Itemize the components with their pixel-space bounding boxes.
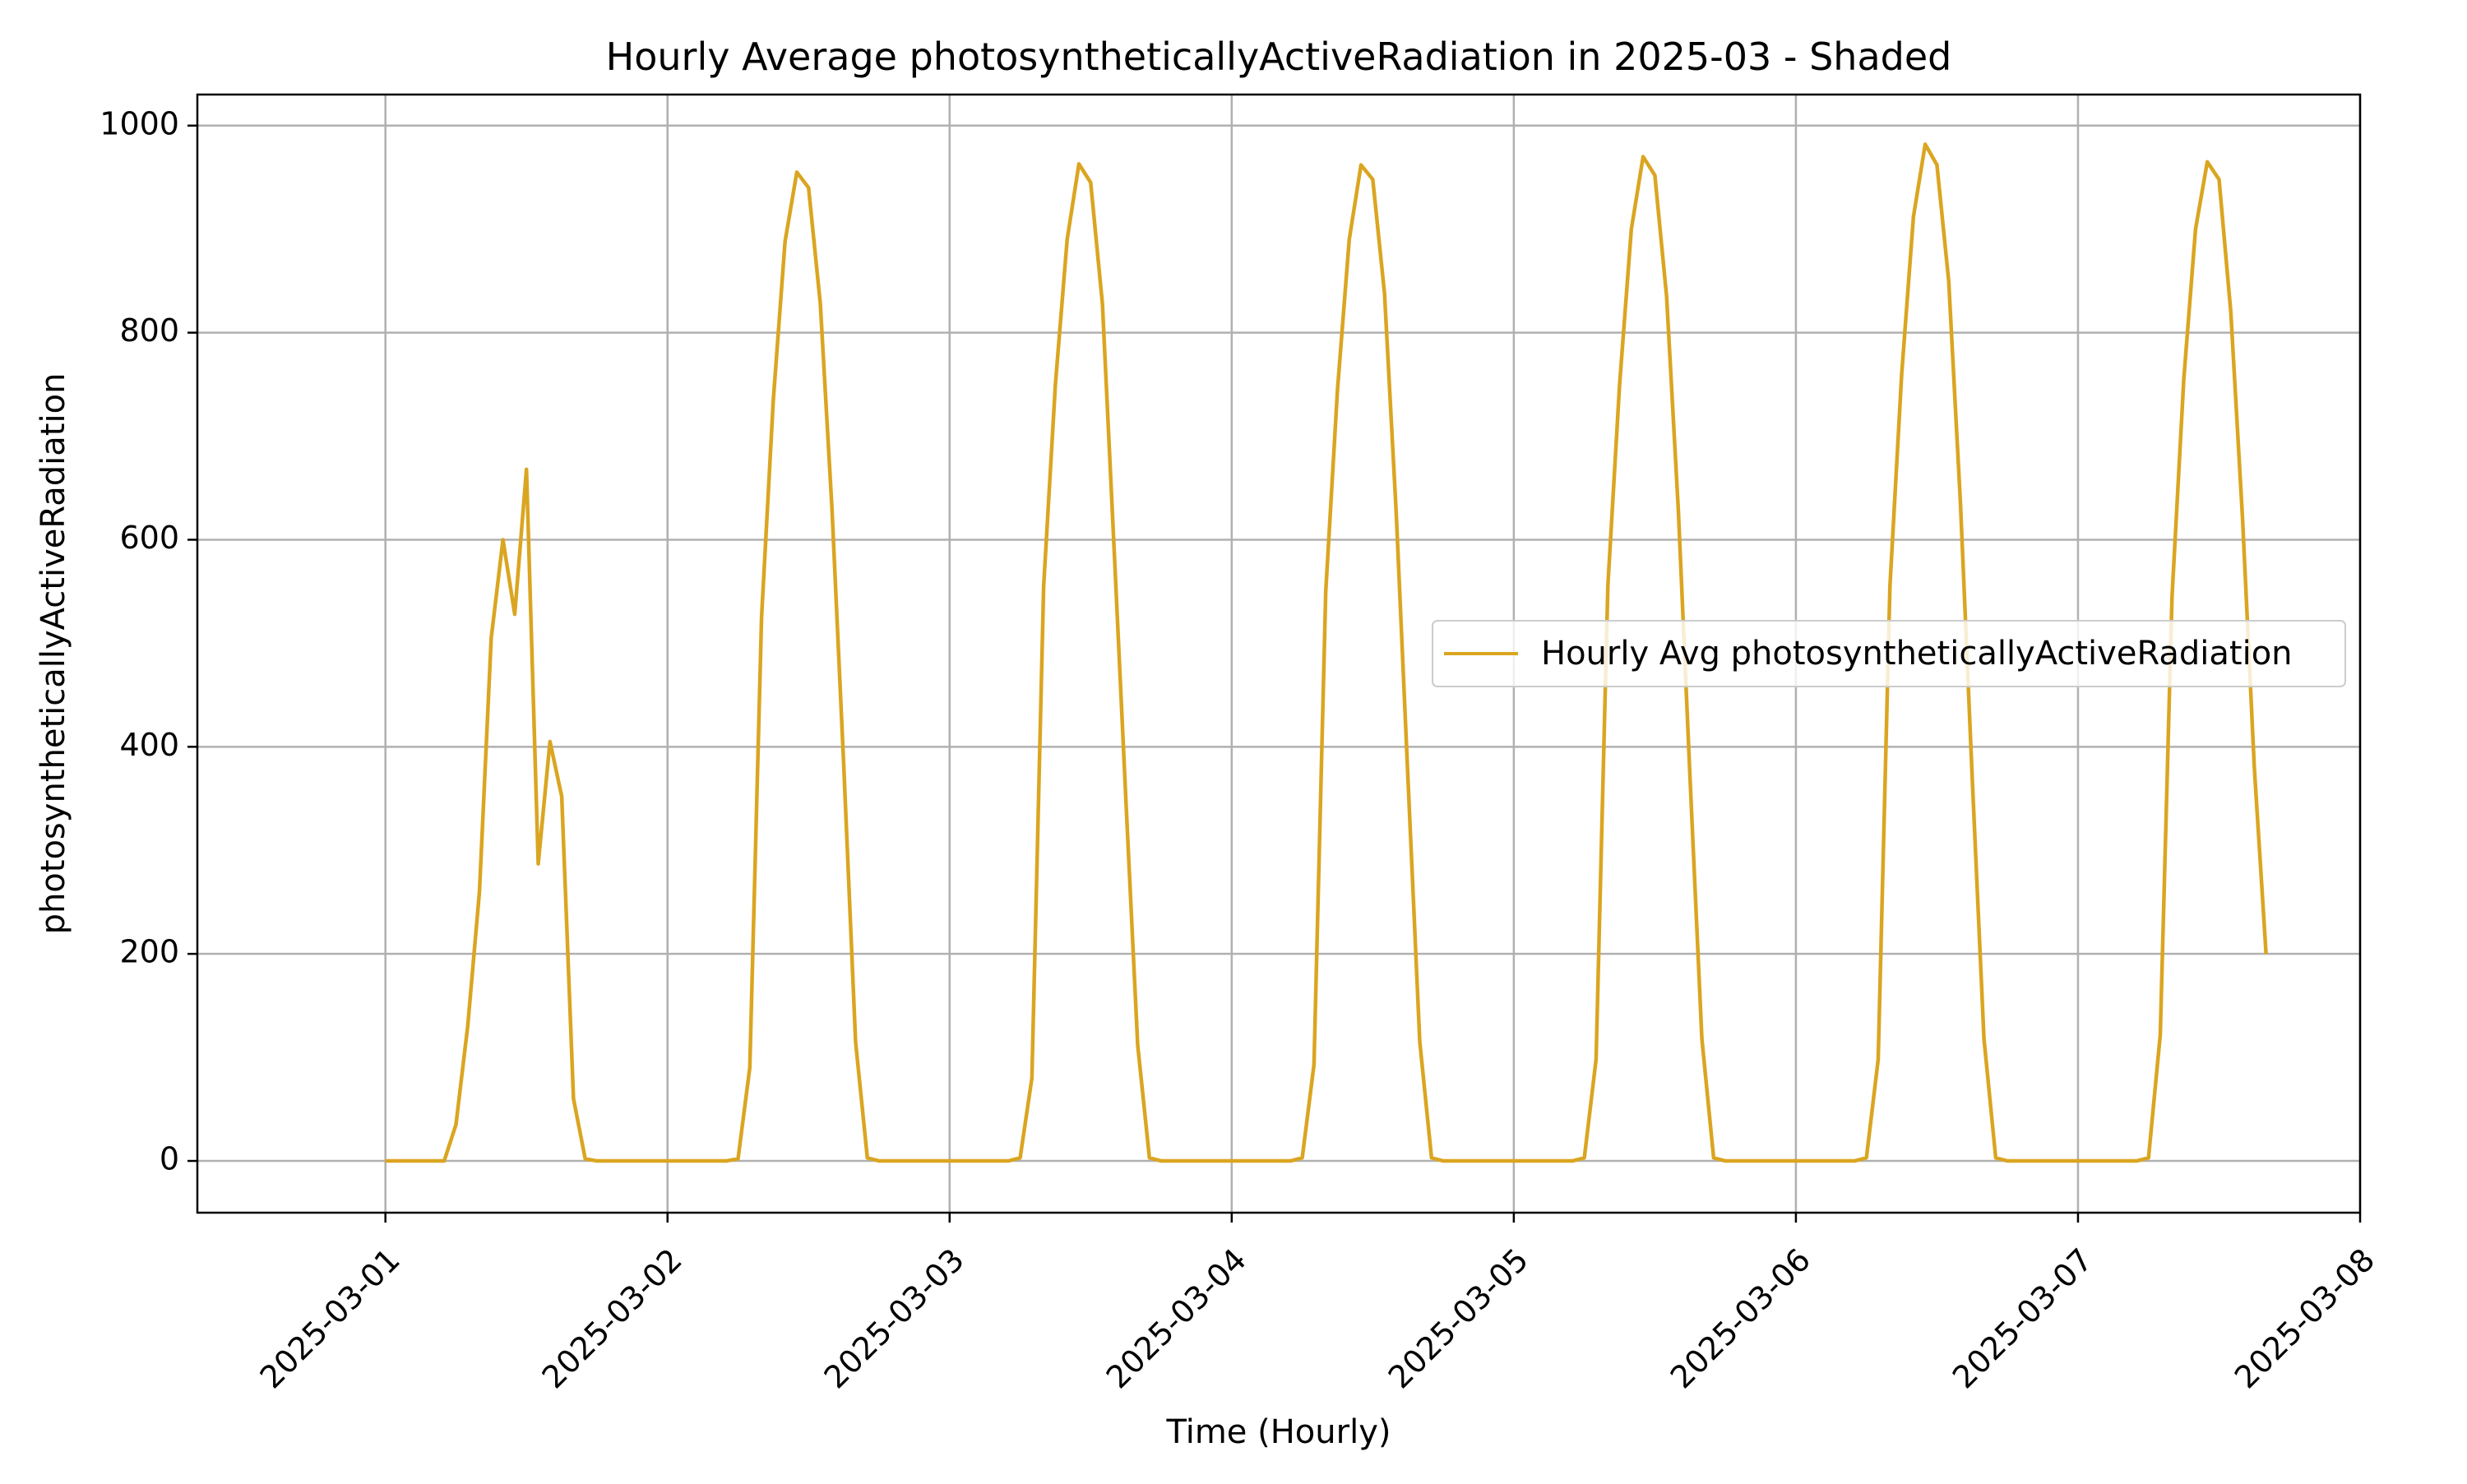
y-tick-label: 1000 — [100, 105, 179, 141]
y-axis-label: photosyntheticallyActiveRadiation — [35, 373, 72, 935]
legend-box — [1432, 620, 2346, 687]
y-tick-label: 400 — [119, 727, 179, 763]
y-tick-label: 0 — [160, 1141, 179, 1177]
x-axis-label: Time (Hourly) — [1166, 1413, 1391, 1451]
series-line — [385, 142, 2268, 1163]
y-tick-label: 600 — [119, 520, 179, 556]
plot-area-frame — [196, 93, 2362, 1214]
legend-label: Hourly Avg photosyntheticallyActiveRadia… — [1541, 635, 2293, 673]
legend: Hourly Avg photosyntheticallyActiveRadia… — [1432, 620, 2346, 687]
y-tick-label: 200 — [119, 934, 179, 970]
y-tick-label: 800 — [119, 312, 179, 349]
chart-title: Hourly Average photosyntheticallyActiveR… — [606, 35, 1952, 79]
